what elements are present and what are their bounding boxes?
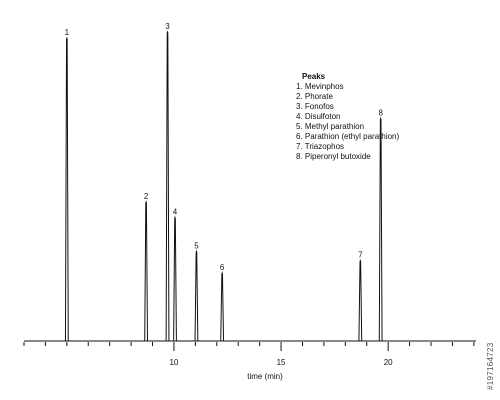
x-tick-label: 20 [384,358,393,367]
x-tick-label: 10 [169,358,178,367]
legend-item-3: 3. Fonofos [296,102,334,111]
legend-item-2: 2. Phorate [296,92,333,101]
legend-item-1: 1. Mevinphos [296,82,344,91]
stock-watermark: #197164723 [486,342,495,391]
peak-8 [378,116,383,342]
x-tick-label: 15 [277,358,286,367]
legend-item-8: 8. Piperonyl butoxide [296,152,371,161]
peak-label-5: 5 [194,241,199,250]
peak-4 [173,215,177,342]
peak-label-2: 2 [144,192,149,201]
legend-item-4: 4. Disulfoton [296,112,341,121]
peak-3 [165,30,170,342]
peaks-legend: Peaks 1. Mevinphos 2. Phorate 3. Fonofos… [296,72,399,162]
legend-item-7: 7. Triazophos [296,142,345,151]
x-axis-title: time (min) [247,372,283,381]
peak-2 [144,200,149,342]
legend-title: Peaks [302,72,326,81]
peak-label-1: 1 [65,28,70,37]
peak-label-3: 3 [165,22,170,31]
peak-7 [358,258,363,342]
peak-6 [220,271,225,342]
peak-label-7: 7 [358,251,363,260]
peak-5 [194,249,199,342]
legend-item-6: 6. Parathion (ethyl parathion) [296,132,400,141]
peak-label-4: 4 [173,207,178,216]
peak-label-8: 8 [378,109,383,118]
peak-label-6: 6 [220,263,225,272]
peak-1 [64,36,69,342]
legend-item-5: 5. Methyl parathion [296,122,365,131]
